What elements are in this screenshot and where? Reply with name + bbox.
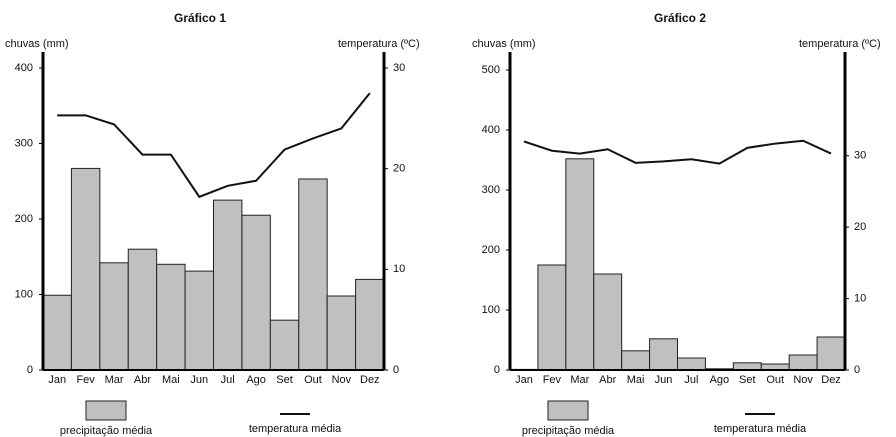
bar [565,158,595,371]
x-tick-label: Mai [162,374,180,386]
y-tick-label: 200 [482,244,500,256]
y2-tick-label: 20 [393,163,405,175]
legend-swatch [547,400,589,421]
y-axis-label: chuvas (mm) [5,38,69,50]
y-tick-label: 400 [15,62,33,74]
y2-tick-label: 30 [854,150,866,162]
legend-label: temperatura média [714,423,807,435]
bar [326,295,357,371]
bar [298,178,328,371]
bar [241,214,271,371]
x-tick-label: Jun [655,374,673,386]
x-tick-label: Nov [793,374,813,386]
bar [184,270,214,371]
bar [42,294,72,371]
bar [537,264,567,371]
temperature-line [57,92,371,199]
chart-title: Gráfico 1 [174,11,226,25]
bar [593,273,623,371]
y-tick-label: 200 [15,213,33,225]
bar [816,336,846,371]
legend-label: precipitação média [522,425,615,437]
bar [621,350,651,371]
y2-tick-label: 10 [393,263,405,275]
x-tick-label: Out [766,374,784,386]
y2-tick-label: 30 [393,62,405,74]
x-tick-label: Set [739,374,756,386]
x-tick-label: Jan [48,374,66,386]
bar [127,248,158,371]
bar [677,357,706,371]
y-tick-label: 500 [482,64,500,76]
bar [70,167,101,371]
bar [269,319,300,371]
x-tick-label: Out [304,374,322,386]
y-tick-label: 0 [494,364,500,376]
chart-title: Gráfico 2 [654,11,706,25]
y2-tick-label: 10 [854,292,866,304]
x-tick-label: Jan [515,374,533,386]
y2-axis-label: temperatura (ºC) [799,38,881,50]
x-tick-label: Fev [76,374,95,386]
legend-swatch [85,400,127,421]
y2-tick-label: 20 [854,221,866,233]
temperature-line [523,139,832,165]
bar [213,199,243,371]
y2-tick-label: 0 [393,364,399,376]
x-tick-label: Ago [710,374,730,386]
bar [156,263,186,371]
x-tick-label: Abr [599,374,616,386]
x-tick-label: Ago [246,374,266,386]
y-tick-label: 300 [482,184,500,196]
legend-label: temperatura média [249,423,342,435]
x-tick-label: Abr [134,374,151,386]
x-tick-label: Jul [684,374,698,386]
x-tick-label: Nov [332,374,352,386]
y-tick-label: 300 [15,137,33,149]
x-tick-label: Jul [221,374,235,386]
x-tick-label: Set [276,374,293,386]
x-tick-label: Fev [543,374,562,386]
y-tick-label: 100 [482,304,500,316]
x-tick-label: Dez [821,374,841,386]
y2-axis-label: temperatura (ºC) [338,38,420,50]
bar [732,362,762,371]
x-tick-label: Mai [627,374,645,386]
x-tick-label: Mar [105,374,124,386]
bar [649,338,678,371]
y-tick-label: 0 [27,364,33,376]
x-tick-label: Mar [570,374,589,386]
y2-tick-label: 0 [854,364,860,376]
x-tick-label: Dez [360,374,380,386]
bar [788,354,818,371]
legend-label: precipitação média [60,425,153,437]
y-tick-label: 400 [482,124,500,136]
bar [355,278,385,371]
y-tick-label: 100 [15,288,33,300]
y-axis-label: chuvas (mm) [472,38,536,50]
x-tick-label: Jun [190,374,208,386]
bar [99,262,129,371]
